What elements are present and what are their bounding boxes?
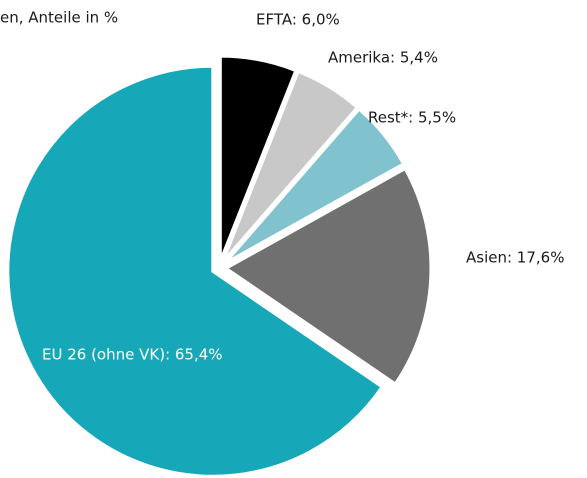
pie-slice	[218, 54, 298, 262]
slice-label: Rest*: 5,5%	[368, 109, 456, 127]
pie-slice	[221, 69, 360, 264]
pie-slice	[6, 64, 385, 478]
slice-label: EFTA: 6,0%	[256, 11, 340, 29]
slice-label: Asien: 17,6%	[466, 249, 564, 267]
pie-slice	[223, 166, 433, 386]
chart-title: en, Anteile in %	[0, 9, 118, 27]
pie-slice	[223, 106, 406, 265]
slice-label: Amerika: 5,4%	[328, 49, 438, 67]
slice-label: EU 26 (ohne VK): 65,4%	[42, 346, 223, 364]
